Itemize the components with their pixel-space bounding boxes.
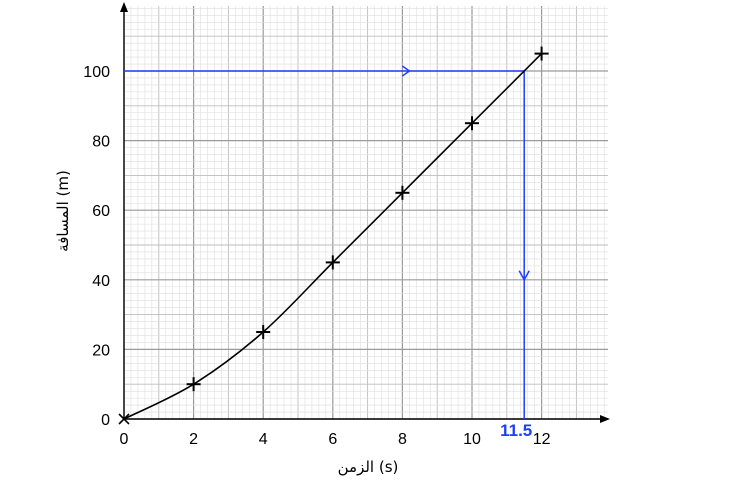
x-tick-label: 0 bbox=[120, 431, 129, 448]
x-tick-label: 6 bbox=[328, 431, 337, 448]
x-tick-label: 2 bbox=[189, 431, 198, 448]
readout-arrow-right bbox=[401, 65, 411, 77]
data-point bbox=[534, 46, 549, 61]
chart-grid bbox=[123, 6, 608, 420]
chart-tick-labels: 0 2 4 6 8 10 12 0 20 40 60 80 100 bbox=[83, 64, 550, 448]
x-tick-label: 12 bbox=[533, 431, 551, 448]
data-point bbox=[118, 413, 130, 425]
x-tick-label: 8 bbox=[398, 431, 407, 448]
y-tick-label: 0 bbox=[101, 412, 110, 429]
chart-axes bbox=[120, 2, 610, 423]
data-point bbox=[325, 255, 340, 270]
y-tick-label: 60 bbox=[92, 203, 110, 220]
y-tick-label: 80 bbox=[92, 134, 110, 151]
chart-data-points bbox=[118, 46, 549, 425]
data-point bbox=[465, 116, 479, 131]
y-axis-title: المسافة (m) bbox=[54, 170, 72, 252]
data-point bbox=[186, 377, 201, 392]
readout-arrow-down bbox=[518, 270, 530, 282]
y-tick-label: 20 bbox=[92, 342, 110, 359]
readout-x-value: 11.5 bbox=[500, 421, 532, 440]
data-point bbox=[395, 185, 410, 200]
y-axis-arrow bbox=[120, 2, 128, 12]
x-axis-arrow bbox=[600, 415, 610, 423]
y-tick-label: 40 bbox=[92, 273, 110, 290]
x-tick-label: 10 bbox=[463, 431, 481, 448]
chart-readout-lines bbox=[124, 65, 530, 419]
data-point bbox=[256, 325, 271, 339]
x-axis-title: الزمن (s) bbox=[338, 458, 399, 476]
x-tick-label: 4 bbox=[259, 431, 268, 448]
y-tick-label: 100 bbox=[83, 64, 110, 81]
